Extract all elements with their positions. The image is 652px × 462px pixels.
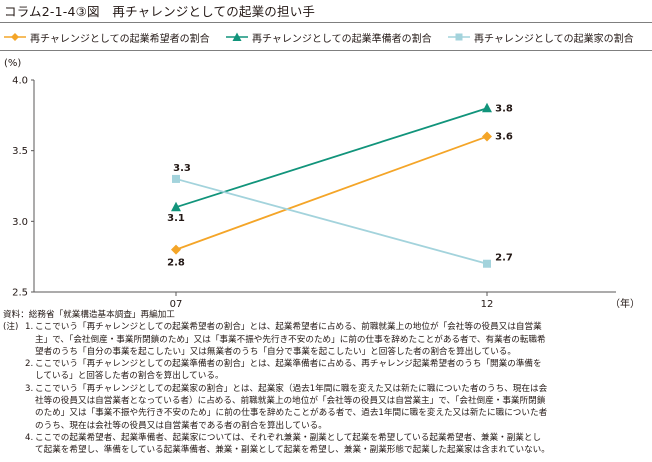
- note-line: 3. ここでいう「再チャレンジとしての起業家の割合」とは、起業家（過去1年間に職を…: [3, 383, 649, 395]
- data-point-square: [172, 174, 180, 183]
- notes-label: [3, 383, 25, 395]
- note-number: [25, 395, 35, 407]
- line-chart: 2.5 3.0 3.5 4.0 (%) 07 12 （年） 2.8 3.6 3.1 3.8 3.3 2.7: [4, 58, 640, 310]
- note-line: 2. ここでいう「再チャレンジとしての起業準備者の割合」とは、起業準備者に占める、…: [3, 358, 649, 370]
- note-number: 2.: [25, 359, 34, 370]
- note-number: [25, 334, 35, 346]
- legend-item-entrepreneur-hopefuls: 再チャレンジとしての起業希望者の割合: [4, 30, 210, 45]
- square-marker-icon: [448, 33, 470, 41]
- data-point-triangle: [482, 102, 492, 113]
- legend-label: 再チャレンジとしての起業家の割合: [474, 33, 634, 45]
- notes-list: (注) 1. ここでいう「再チャレンジとしての起業希望者の割合」とは、起業希望者に占…: [3, 321, 649, 456]
- note-text: 主」で、「会社倒産・事業所閉鎖のため」又は「事業不振や先行き不安のため」に前の仕…: [35, 334, 546, 345]
- source-text: 総務省「就業構造基本調査」再編加工: [28, 310, 175, 320]
- chart-legend: 再チャレンジとしての起業希望者の割合 再チャレンジとしての起業準備者の割合 再チ…: [0, 26, 652, 48]
- x-tick-label: 07: [170, 299, 183, 310]
- note-text: ここでいう「再チャレンジとしての起業希望者の割合」とは、起業希望者に占める、前職…: [35, 322, 542, 333]
- note-number: [25, 346, 35, 358]
- notes-label: (注): [3, 322, 19, 333]
- note-line: のため」又は「事業不振や先行き不安のため」に前の仕事を辞めたことがある者で、過去…: [3, 407, 649, 419]
- diamond-marker-icon: [4, 33, 26, 41]
- note-text: のため」又は「事業不振や先行き不安のため」に前の仕事を辞めたことがある者で、過去…: [35, 408, 548, 419]
- note-line: 社等の役員又は自営業者となっている者）に占める、前職就業上の地位が「会社等の役員…: [3, 395, 649, 407]
- note-line: 望者のうち「自分の事業を起こしたい」又は無業者のうち「自分で事業を起こしたい」と…: [3, 346, 649, 358]
- note-line: (注) 1. ここでいう「再チャレンジとしての起業希望者の割合」とは、起業希望者に占…: [3, 321, 649, 333]
- data-label: 2.7: [495, 253, 513, 264]
- source-line: 資料：総務省「就業構造基本調査」再編加工: [3, 309, 649, 321]
- note-number: 4.: [25, 432, 34, 443]
- notes-label: [3, 395, 25, 407]
- note-number: [25, 407, 35, 419]
- data-label: 3.3: [173, 163, 191, 174]
- y-tick-label: 3.0: [12, 217, 28, 228]
- data-point-square: [483, 259, 491, 268]
- notes-section: 資料：総務省「就業構造基本調査」再編加工 (注) 1. ここでいう「再チャレンジとし…: [3, 309, 649, 457]
- note-text: のうち、現在は会社等の役員又は自営業者である者の割合を算出している。: [35, 420, 327, 431]
- note-line: 4. ここでの起業希望者、起業準備者、起業家については、それぞれ兼業・副業として起…: [3, 432, 649, 444]
- data-label: 2.8: [167, 258, 185, 269]
- note-text: ここでの起業希望者、起業準備者、起業家については、それぞれ兼業・副業として起業を…: [35, 432, 542, 443]
- notes-label: [3, 444, 25, 456]
- notes-label: [3, 432, 25, 444]
- data-point-triangle: [171, 201, 181, 212]
- series-line: [175, 135, 488, 251]
- note-number: 1.: [25, 322, 34, 333]
- data-point-diamond: [171, 244, 181, 255]
- note-text: 社等の役員又は自営業者となっている者）に占める、前職就業上の地位が「会社等の役員…: [35, 396, 546, 407]
- note-line: している」と回答した者の割合を算出している。: [3, 370, 649, 382]
- legend-item-entrepreneur-preparers: 再チャレンジとしての起業準備者の割合: [226, 30, 432, 45]
- notes-label: [3, 370, 25, 382]
- x-tick-label: 12: [481, 299, 494, 310]
- data-label: 3.6: [495, 132, 513, 143]
- note-text: している」と回答した者の割合を算出している。: [35, 371, 224, 382]
- note-text: 望者のうち「自分の事業を起こしたい」又は無業者のうち「自分で事業を起こしたい」と…: [35, 346, 516, 357]
- notes-label: [3, 420, 25, 432]
- triangle-marker-icon: [226, 32, 248, 41]
- legend-label: 再チャレンジとしての起業希望者の割合: [30, 33, 210, 45]
- title-divider: [0, 22, 652, 23]
- legend-divider: [0, 50, 652, 51]
- y-axis-unit: (%): [4, 58, 21, 69]
- note-line: のうち、現在は会社等の役員又は自営業者である者の割合を算出している。: [3, 420, 649, 432]
- notes-label: [3, 407, 25, 419]
- note-number: [25, 420, 35, 432]
- legend-item-entrepreneurs: 再チャレンジとしての起業家の割合: [448, 30, 634, 45]
- data-label: 3.8: [495, 103, 513, 114]
- data-point-diamond: [482, 131, 492, 142]
- series-line: [175, 178, 488, 265]
- note-line: 主」で、「会社倒産・事業所閉鎖のため」又は「事業不振や先行き不安のため」に前の仕…: [3, 334, 649, 346]
- note-number: [25, 444, 35, 456]
- note-number: [25, 370, 35, 382]
- note-text: ここでいう「再チャレンジとしての起業家の割合」とは、起業家（過去1年間に職を変え…: [35, 383, 548, 394]
- legend-label: 再チャレンジとしての起業準備者の割合: [252, 33, 432, 45]
- notes-label: [3, 358, 25, 370]
- note-number: 3.: [25, 383, 34, 394]
- notes-label: [3, 346, 25, 358]
- series-line: [175, 107, 488, 209]
- note-text: て起業を希望し、準備をしている起業準備者、兼業・副業として起業を希望し、兼業・副…: [35, 445, 550, 456]
- note-text: ここでいう「再チャレンジとしての起業準備者の割合」とは、起業準備者に占める、再チ…: [35, 359, 542, 370]
- note-line: て起業を希望し、準備をしている起業準備者、兼業・副業として起業を希望し、兼業・副…: [3, 444, 649, 456]
- data-label: 3.1: [167, 213, 185, 224]
- notes-label: [3, 334, 25, 346]
- y-tick-label: 4.0: [12, 76, 28, 87]
- x-axis-unit: （年）: [610, 297, 640, 310]
- y-tick-label: 3.5: [12, 146, 28, 157]
- source-label: 資料：: [3, 310, 29, 320]
- chart-title: コラム2-1-4③図 再チャレンジとしての起業の担い手: [4, 4, 316, 19]
- y-tick-label: 2.5: [12, 288, 28, 299]
